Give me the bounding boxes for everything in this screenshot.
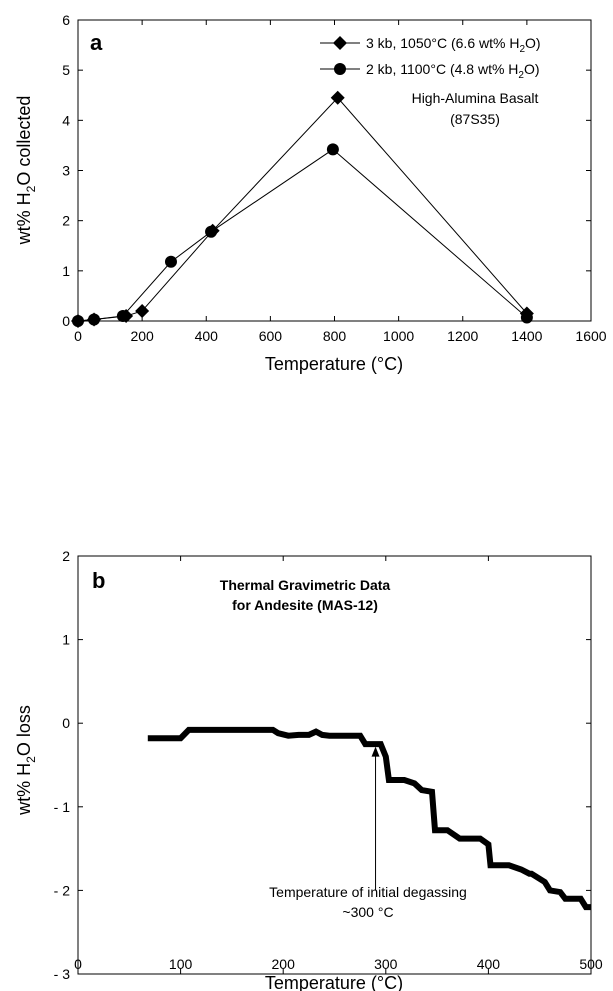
chart-a-series-2-point [205,225,218,238]
chart-a-x-tick-label: 1200 [447,328,478,344]
chart-b-y-tick-label: - 2 [54,882,71,898]
chart-a-x-axis-label: Temperature (°C) [265,354,403,374]
chart-b-y-tick-label: 0 [62,715,70,731]
chart-a-x-tick-label: 200 [130,328,154,344]
chart-a-y-axis-label-suffix: O collected [14,96,34,186]
chart-a-y-tick-label: 3 [62,163,70,179]
chart-a-x-tick-label: 0 [74,328,82,344]
chart-b-x-tick-label: 0 [74,956,82,972]
chart-a-y-tick-label: 1 [62,263,70,279]
chart-a-x-tick-label: 1000 [383,328,414,344]
chart-a-annotation-line-2: (87S35) [450,111,500,127]
chart-a-legend: 3 kb, 1050°C (6.6 wt% H2O) 2 kb, 1100°C (… [320,35,541,81]
chart-a-y-tick-label: 5 [62,62,70,78]
chart-a-series-1-line [77,97,528,322]
chart-a-series-2-point [326,143,339,156]
chart-b-x-tick-label: 300 [374,956,398,972]
chart-a-panel-label: a [90,30,103,55]
annotation-arrow-head [371,746,380,757]
chart-b-annotation-line-1: Temperature of initial degassing [269,884,467,900]
chart-b: b Thermal Gravimetric Data for Andesite … [14,548,603,991]
chart-a-x-tick-label: 1600 [575,328,606,344]
chart-b-y-axis-label: wt% H2O loss [14,705,38,816]
chart-b-x-axis-label: Temperature (°C) [265,973,403,991]
chart-a-y-axis-label: wt% H2O collected [14,96,38,246]
chart-b-title-line-2: for Andesite (MAS-12) [232,597,378,613]
chart-a-y-axis-label-prefix: wt% H [14,192,34,245]
chart-a-series-1-point [135,303,150,318]
chart-a-y-tick-label: 6 [62,12,70,28]
legend-marker-circle [334,63,346,75]
chart-b-x-tick-label: 100 [169,956,193,972]
chart-b-x-tick-label: 400 [477,956,501,972]
chart-b-y-tick-label: 2 [62,548,70,564]
chart-b-y-axis-label-sub: 2 [24,756,38,763]
chart-b-annotation-arrow [371,746,380,891]
chart-a-series-2-line [77,148,528,322]
chart-a-y-tick-label: 4 [62,112,70,128]
chart-a-series-2-point [116,309,129,322]
chart-b-annotation-line-2: ~300 °C [342,904,393,920]
chart-b-y-tick-label: - 1 [54,799,71,815]
chart-b-title-line-1: Thermal Gravimetric Data [220,577,391,593]
chart-a-series-1-point [330,90,345,105]
chart-a-series-2-point [88,313,101,326]
chart-b-series-line [147,726,591,911]
chart-b-y-axis-label-prefix: wt% H [14,763,34,816]
chart-a-y-tick-label: 2 [62,213,70,229]
chart-b-frame [77,555,592,975]
legend-marker-diamond [333,36,347,50]
chart-b-panel-label: b [92,568,105,593]
chart-a-y-tick-label: 0 [62,313,70,329]
chart-a-annotation-line-1: High-Alumina Basalt [412,90,539,106]
chart-b-y-tick-label: - 3 [54,966,71,982]
chart-b-y-axis-label-suffix: O loss [14,705,34,756]
chart-a-series-2-point [164,255,177,268]
chart-b-x-tick-label: 200 [272,956,296,972]
chart-a-x-tick-label: 600 [259,328,283,344]
chart-a-x-tick-label: 1400 [511,328,542,344]
chart-a-x-tick-label: 400 [195,328,219,344]
chart-b-y-tick-label: 1 [62,632,70,648]
chart-a-y-axis-label-sub: 2 [24,185,38,192]
legend-entry-1: 3 kb, 1050°C (6.6 wt% H2O) [366,35,541,55]
legend-entry-2: 2 kb, 1100°C (4.8 wt% H2O) [366,61,540,81]
chart-a: a 3 kb, 1050°C (6.6 wt% H2O) 2 kb, 1100°C… [14,12,607,374]
chart-b-x-tick-label: 500 [579,956,603,972]
chart-a-x-tick-label: 800 [323,328,347,344]
